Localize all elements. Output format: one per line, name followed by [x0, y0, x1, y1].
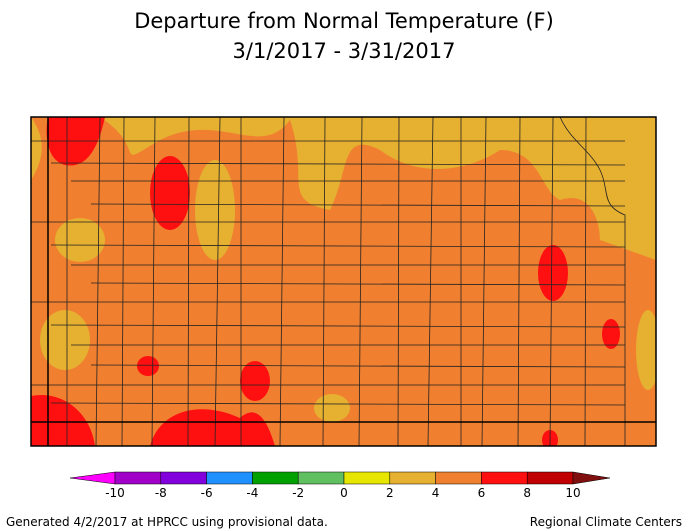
county-line [187, 117, 190, 446]
colorbar-segment [343, 471, 391, 485]
county-line [517, 117, 521, 446]
county-line [50, 244, 626, 248]
colorbar-tick-label: -6 [201, 486, 213, 500]
colorbar-segment [526, 471, 574, 485]
hot-zone [602, 319, 620, 349]
colorbar-under [69, 471, 116, 485]
colorbar-segment [206, 471, 253, 485]
colorbar-segment [435, 471, 482, 485]
hot-zone [150, 409, 275, 446]
state-border [559, 117, 626, 446]
county-line [397, 117, 400, 446]
colorbar-tick-label: 0 [340, 486, 348, 500]
warm-zone [55, 218, 105, 262]
hot-zone [137, 356, 159, 376]
county-line [481, 117, 487, 446]
county-lines [31, 117, 626, 446]
colorbar-tick-label: -10 [105, 486, 125, 500]
county-line [50, 402, 626, 406]
county-line [50, 324, 626, 328]
colorbar-segment [481, 471, 528, 485]
hot-zone [31, 394, 95, 446]
hot-zone [240, 361, 270, 401]
county-line [151, 117, 156, 446]
warm-zone [31, 117, 42, 180]
county-line [90, 203, 626, 207]
warm-zone [100, 117, 656, 260]
county-line [90, 282, 626, 286]
county-line [322, 117, 326, 446]
colorbar-segment [297, 471, 345, 485]
colorbar-tick-label: 8 [523, 486, 531, 500]
county-line [427, 117, 434, 446]
colorbar-segment [252, 471, 299, 485]
colorbar: -10 -8 -6 -4 -2 0 2 4 6 8 10 [69, 471, 611, 500]
county-line [90, 364, 626, 368]
colorbar-tick-label: 6 [478, 486, 486, 500]
warm-zone [195, 160, 235, 260]
county-line [358, 117, 363, 446]
state-map [31, 117, 656, 446]
map-frame [30, 116, 657, 447]
warm-zone [314, 394, 350, 422]
title: Departure from Normal Temperature (F) [134, 9, 554, 33]
warm-zone [636, 310, 656, 390]
county-line [549, 117, 554, 446]
colorbar-tick-label: 2 [386, 486, 394, 500]
colorbar-tick-label: -4 [246, 486, 258, 500]
colorbar-segment [389, 471, 436, 485]
hot-zone [538, 245, 568, 301]
footer-left: Generated 4/2/2017 at HPRCC using provis… [6, 515, 328, 529]
subtitle: 3/1/2017 - 3/31/2017 [233, 39, 456, 63]
county-line [50, 162, 626, 166]
colorbar-tick-label: -8 [155, 486, 167, 500]
colorbar-segment [114, 471, 162, 485]
footer-right: Regional Climate Centers [530, 515, 682, 529]
hot-zone [150, 156, 190, 230]
colorbar-tick-label: -2 [292, 486, 304, 500]
county-line [584, 117, 587, 446]
colorbar-tick-label: 4 [432, 486, 440, 500]
colorbar-tick-label: 10 [565, 486, 580, 500]
county-line [121, 117, 125, 446]
colorbar-segment [160, 471, 207, 485]
county-line [95, 117, 101, 446]
county-line [279, 117, 285, 446]
colorbar-over [572, 471, 611, 485]
county-line [214, 117, 221, 446]
